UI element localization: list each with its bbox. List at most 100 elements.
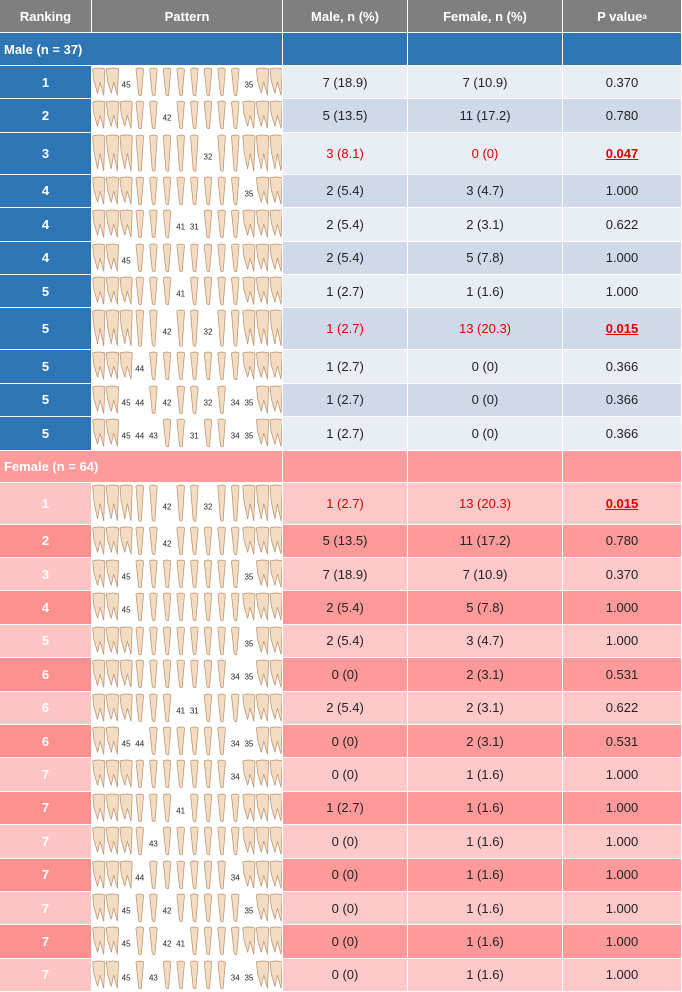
- tooth: [162, 559, 172, 589]
- male-value: 1 (2.7): [326, 359, 364, 375]
- tooth: [203, 418, 213, 448]
- tooth-pattern: 42 32: [92, 484, 282, 522]
- tooth: [231, 101, 240, 130]
- tooth: [203, 559, 213, 589]
- ranking: 3: [41, 145, 50, 161]
- pattern-cell: 34 35: [92, 658, 283, 692]
- tooth: [162, 593, 172, 622]
- ranking: 6: [41, 733, 50, 749]
- ranking: 1: [41, 495, 50, 511]
- tooth: [105, 960, 119, 989]
- tooth: [135, 626, 144, 655]
- tooth: [105, 826, 119, 855]
- tooth: [92, 927, 106, 955]
- tooth: [105, 659, 119, 688]
- tooth: [162, 352, 172, 381]
- tooth: [176, 760, 185, 789]
- tooth: [242, 310, 256, 347]
- female-cell: 2 (3.1): [408, 208, 563, 242]
- tooth: [269, 626, 282, 655]
- pattern-cell: 43: [92, 825, 283, 859]
- header-cell: Ranking: [0, 0, 92, 33]
- tooth: [256, 893, 270, 922]
- male-value: 2 (5.4): [326, 700, 364, 716]
- pattern-cell: 45: [92, 241, 283, 275]
- tooth: [217, 385, 226, 414]
- tooth: [231, 626, 240, 655]
- section-filler: [563, 33, 682, 66]
- tooth: [176, 134, 185, 172]
- tooth: [92, 243, 106, 272]
- missing-tooth: 44: [135, 432, 144, 441]
- tooth: [162, 860, 172, 889]
- tooth: [190, 927, 199, 956]
- tooth-pattern: 43: [92, 826, 282, 856]
- tooth: [176, 726, 185, 756]
- p-value: 1.000: [605, 600, 639, 616]
- missing-tooth: 31: [190, 706, 199, 715]
- tooth: [269, 659, 282, 688]
- tooth: [217, 826, 226, 856]
- pattern-cell: 44: [92, 350, 283, 384]
- male-cell: 2 (5.4): [283, 208, 408, 242]
- missing-tooth: 35: [244, 673, 253, 682]
- female-value: 1 (1.6): [466, 767, 504, 783]
- pattern-cell: 42 32: [92, 308, 283, 351]
- tooth: [256, 826, 270, 855]
- tooth: [92, 860, 106, 889]
- missing-tooth: 43: [149, 432, 158, 441]
- tooth: [190, 960, 199, 989]
- section-header: Male (n = 37): [0, 33, 283, 66]
- pattern-cell: 41 31: [92, 691, 283, 725]
- ranking-cell: 7: [0, 791, 92, 826]
- tooth: [269, 760, 282, 788]
- female-value: 0 (0): [471, 359, 499, 375]
- ranking: 5: [41, 392, 50, 408]
- p-value: 1.000: [605, 833, 639, 849]
- tooth: [92, 726, 106, 755]
- missing-tooth: 34: [231, 398, 240, 407]
- tooth: [105, 927, 119, 955]
- tooth: [119, 526, 133, 555]
- tooth: [162, 67, 172, 97]
- female-cell: 1 (1.6): [408, 275, 563, 309]
- male-value: 0 (0): [331, 934, 359, 950]
- missing-tooth: 44: [135, 873, 144, 882]
- ranking-cell: 7: [0, 758, 92, 792]
- missing-tooth: 45: [122, 940, 131, 949]
- ranking: 4: [41, 600, 50, 616]
- tooth: [231, 826, 240, 856]
- male-cell: 2 (5.4): [283, 174, 408, 209]
- tooth: [135, 693, 144, 722]
- tooth: [135, 101, 144, 130]
- tooth: [135, 243, 144, 272]
- tooth: [149, 310, 158, 348]
- ranking-cell: 4: [0, 591, 92, 625]
- tooth: [176, 176, 185, 205]
- male-cell: 0 (0): [283, 958, 408, 992]
- missing-tooth: 35: [244, 432, 253, 441]
- p-value: 1.000: [605, 183, 639, 199]
- tooth: [92, 209, 106, 238]
- tooth: [135, 659, 144, 689]
- tooth: [176, 484, 185, 522]
- male-value: 0 (0): [331, 733, 359, 749]
- female-cell: 11 (17.2): [408, 524, 563, 558]
- male-value: 2 (5.4): [326, 250, 364, 266]
- ranking: 7: [41, 867, 50, 883]
- male-value: 7 (18.9): [322, 74, 368, 90]
- tooth: [203, 526, 213, 555]
- tooth-pattern: 45 44 34 35: [92, 726, 282, 756]
- tooth: [162, 243, 172, 272]
- tooth: [176, 960, 185, 989]
- tooth: [190, 276, 199, 306]
- p-value: 0.366: [605, 425, 639, 441]
- tooth: [176, 418, 185, 448]
- tooth: [92, 693, 106, 722]
- tooth: [269, 310, 282, 347]
- tooth: [231, 559, 240, 589]
- p-cell: 0.531: [563, 658, 682, 692]
- tooth: [269, 134, 282, 171]
- tooth: [190, 243, 199, 272]
- tooth: [231, 134, 240, 172]
